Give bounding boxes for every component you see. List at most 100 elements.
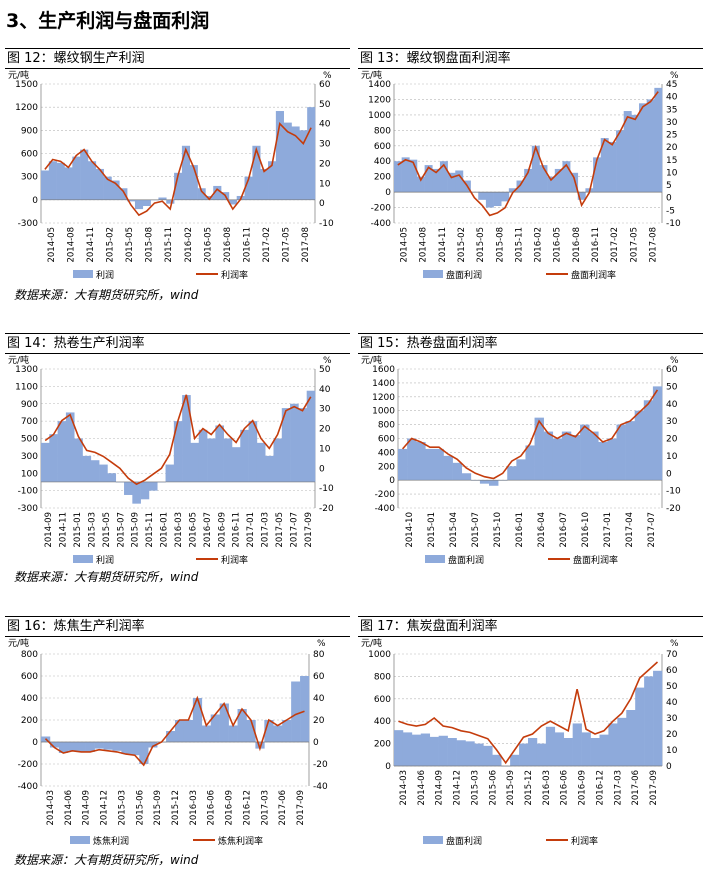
- bar: [545, 726, 556, 766]
- bar: [598, 441, 608, 481]
- bar: [139, 742, 149, 764]
- y-tick-label: -200: [375, 490, 396, 500]
- y-tick-label: -300: [18, 504, 39, 514]
- x-tick-label: 2015-02: [106, 227, 116, 263]
- y2-tick-label: 80: [313, 650, 325, 660]
- y-tick-label: 1300: [15, 365, 38, 375]
- bar: [634, 410, 645, 481]
- bar: [653, 670, 663, 766]
- bar: [111, 180, 120, 200]
- bar: [443, 455, 453, 481]
- legend-label: 盘面利润: [446, 835, 482, 847]
- legend-label: 盘面利润率: [573, 554, 618, 566]
- y-tick-label: 1000: [368, 650, 391, 660]
- bar: [248, 421, 258, 482]
- bar: [492, 754, 502, 766]
- left-unit-label: 元/吨: [361, 637, 382, 649]
- x-tick-label: 2016-06: [560, 770, 570, 806]
- bar: [95, 168, 104, 200]
- panel-chart-13: 图 13：螺纹钢盘面利润率 元/吨% -400 -200 0 200 400 600 800 1…: [358, 48, 703, 286]
- bar: [416, 176, 425, 193]
- y2-tick-label: 40: [319, 385, 331, 395]
- bar: [99, 464, 108, 482]
- y-tick-label: 1200: [372, 393, 395, 403]
- bar: [103, 176, 112, 200]
- x-tick-label: 2016-08: [223, 227, 233, 263]
- bar: [307, 107, 316, 200]
- source-note: 数据来源：大有期货研究所，wind: [14, 853, 199, 867]
- x-tick-label: 2016-11: [243, 227, 253, 263]
- chart-16-svg: 元/吨 %-400-2000200400600800-40-20020406080…: [8, 637, 328, 847]
- bar: [474, 743, 484, 766]
- bar: [456, 740, 466, 766]
- bar: [510, 754, 520, 766]
- x-tick-label: 2014-09: [435, 770, 445, 806]
- y-tick-label: 1100: [15, 382, 38, 392]
- bar: [424, 165, 433, 193]
- bar: [256, 442, 266, 482]
- y2-tick-label: 45: [666, 80, 677, 90]
- legend-bar-swatch: [425, 555, 445, 563]
- x-tick-label: 2016-03: [174, 512, 184, 548]
- x-tick-label: 2016-01: [515, 512, 525, 548]
- chart-title: 图 14：热卷生产利润率: [5, 333, 350, 354]
- bar: [524, 168, 533, 193]
- x-tick-label: 2016-04: [537, 512, 547, 548]
- y2-tick-label: 70: [666, 650, 678, 660]
- bar: [429, 736, 439, 766]
- bar: [210, 714, 220, 742]
- bar: [252, 145, 261, 200]
- x-tick-label: 2017-05: [629, 227, 639, 263]
- bar: [112, 742, 122, 751]
- y-tick-label: 0: [32, 196, 38, 206]
- bar: [402, 732, 413, 766]
- y-tick-label: 400: [374, 717, 391, 727]
- y2-tick-label: -20: [313, 760, 328, 770]
- x-tick-label: 2017-03: [613, 770, 623, 806]
- bar: [617, 717, 627, 766]
- x-tick-label: 2015-11: [164, 227, 174, 263]
- bar: [290, 403, 299, 482]
- bar: [148, 481, 158, 491]
- series-line: [397, 91, 659, 217]
- y-tick-label: 500: [21, 435, 38, 445]
- y2-tick-label: 20: [319, 159, 331, 169]
- bar: [534, 417, 544, 481]
- x-tick-label: 2016-09: [225, 790, 235, 826]
- bar: [300, 676, 310, 742]
- bar: [483, 745, 493, 766]
- bar: [616, 130, 625, 193]
- x-tick-label: 2015-09: [131, 512, 141, 548]
- x-tick-label: 2017-02: [262, 227, 272, 263]
- bar: [409, 159, 418, 193]
- x-tick-label: 2016-07: [559, 512, 569, 548]
- y-tick-label: 0: [385, 188, 391, 198]
- x-tick-label: 2016-12: [595, 770, 605, 806]
- bar: [589, 431, 599, 481]
- bar: [67, 742, 78, 751]
- bar: [165, 464, 175, 482]
- bar: [265, 455, 274, 482]
- bar: [76, 742, 86, 752]
- bar: [197, 188, 206, 200]
- y-tick-label: 800: [378, 421, 395, 431]
- y2-tick-label: 0: [666, 194, 672, 204]
- bar: [41, 170, 50, 200]
- y2-tick-label: 0: [666, 762, 672, 772]
- x-tick-label: 2015-12: [524, 770, 534, 806]
- x-tick-label: 2017-03: [260, 790, 270, 826]
- bar: [48, 161, 57, 200]
- x-tick-label: 2016-11: [232, 512, 242, 548]
- bar: [434, 448, 444, 481]
- y2-tick-label: 30: [319, 140, 331, 150]
- left-unit-label: 元/吨: [361, 69, 382, 81]
- left-unit-label: 元/吨: [361, 354, 382, 366]
- series-line: [401, 389, 659, 480]
- bar: [452, 462, 463, 481]
- x-tick-label: 2017-08: [301, 227, 311, 263]
- x-tick-label: 2016-11: [591, 227, 601, 263]
- bar: [593, 157, 602, 193]
- y-tick-label: 1000: [368, 111, 391, 121]
- bar: [465, 741, 475, 766]
- bar: [543, 431, 554, 481]
